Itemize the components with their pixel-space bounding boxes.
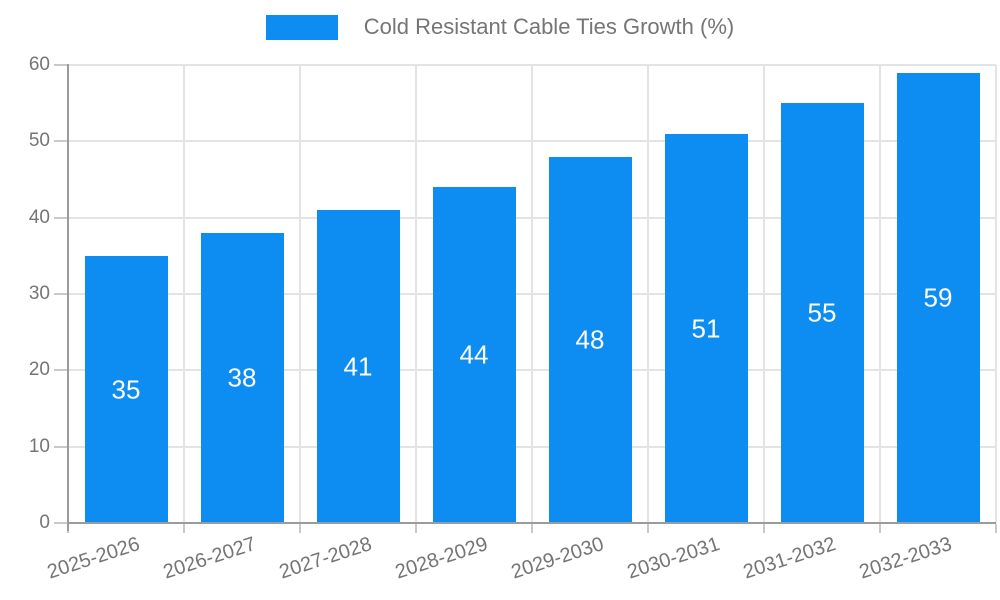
x-tick-mark [531,524,533,533]
bar-value-label: 35 [111,374,141,404]
x-tick-mark [763,524,765,533]
legend-item[interactable]: Cold Resistant Cable Ties Growth (%) [265,14,735,40]
x-tick-label: 2026-2027 [161,533,259,584]
bar-value-label: 48 [575,324,605,355]
y-tick-label: 20 [28,359,50,381]
x-tick-mark [415,524,417,533]
x-tick-label: 2032-2033 [857,533,955,584]
y-tick-mark [54,140,68,143]
y-tick-mark [54,64,68,66]
gridline-vertical [415,65,417,523]
legend-label: Cold Resistant Cable Ties Growth (%) [363,14,735,39]
y-tick-mark [54,369,68,372]
y-tick-mark [54,293,68,295]
y-tick-label: 0 [39,512,50,533]
gridline-vertical [879,65,881,523]
bar-value-label: 41 [343,351,373,381]
gridline-vertical [763,65,765,523]
x-tick-mark [879,524,881,533]
y-tick-label: 30 [28,283,50,304]
bar-value-label: 51 [691,313,721,343]
y-tick-mark [54,522,68,524]
y-tick-mark [54,445,68,448]
x-tick-mark [183,524,185,533]
x-axis-line [68,522,996,524]
y-tick-label: 40 [28,206,50,228]
bar-value-label: 38 [227,362,257,393]
bar[interactable]: 55 [780,103,864,523]
bar[interactable]: 35 [84,256,168,523]
bar-value-label: 59 [923,282,953,313]
x-tick-label: 2028-2029 [393,533,491,584]
x-tick-label: 2030-2031 [625,533,723,584]
bar[interactable]: 38 [200,233,284,523]
x-tick-label: 2031-2032 [741,533,839,584]
gridline-vertical [995,65,997,523]
y-tick-label: 10 [28,435,50,457]
gridline-vertical [531,65,533,523]
gridline-vertical [183,65,185,523]
plot-area: 35 38 41 44 48 51 55 59 [68,64,997,523]
bar[interactable]: 48 [548,157,632,523]
bar[interactable]: 44 [432,187,516,523]
gridline-vertical [299,65,301,523]
legend-swatch-icon [265,14,338,40]
gridline-vertical [647,65,649,523]
y-tick-label: 60 [28,54,50,75]
x-tick-label: 2029-2030 [509,533,607,584]
bar[interactable]: 59 [896,73,980,523]
x-tick-mark [647,524,649,533]
bar[interactable]: 41 [316,210,400,523]
x-tick-label: 2027-2028 [277,533,375,584]
bar-value-label: 55 [807,297,837,328]
x-tick-label: 2025-2026 [45,533,143,584]
x-tick-mark [299,524,301,533]
y-axis-line [67,64,69,531]
y-tick-mark [54,216,68,219]
bar[interactable]: 51 [664,134,748,523]
y-tick-label: 50 [28,130,50,152]
bar-value-label: 44 [459,339,489,370]
legend: Cold Resistant Cable Ties Growth (%) [0,14,1000,40]
x-tick-mark [995,524,997,533]
